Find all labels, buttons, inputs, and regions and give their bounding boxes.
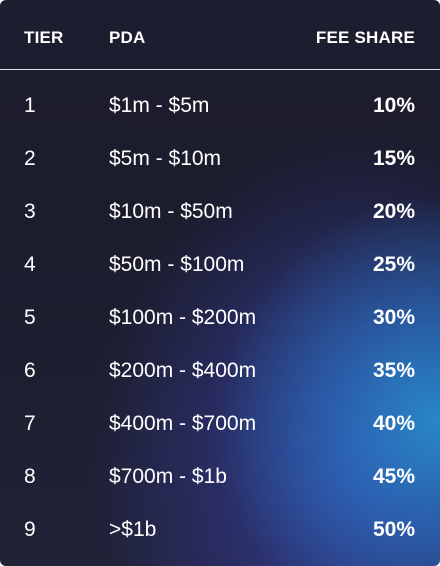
fee-share-cell: 25% [372, 253, 415, 276]
tier-cell: 3 [24, 200, 36, 223]
table-body: 1 $1m - $5m 10% 2 $5m - $10m 15% 3 $10m … [0, 79, 440, 556]
table-row: 2 $5m - $10m 15% [0, 132, 440, 185]
table-header: TIER PDA FEE SHARE [0, 0, 440, 70]
table-row: 7 $400m - $700m 40% [0, 397, 440, 450]
tier-cell: 6 [24, 359, 36, 382]
column-header-fee-share: FEE SHARE [315, 28, 415, 47]
tier-cell: 1 [24, 94, 36, 117]
pda-cell: $1m - $5m [109, 94, 210, 117]
pda-cell: $100m - $200m [109, 306, 257, 329]
fee-share-cell: 20% [372, 200, 415, 223]
tier-cell: 2 [24, 147, 36, 170]
pda-cell: $400m - $700m [109, 412, 257, 435]
tier-cell: 9 [24, 518, 36, 541]
table-row: 6 $200m - $400m 35% [0, 344, 440, 397]
table-row: 4 $50m - $100m 25% [0, 238, 440, 291]
fee-share-cell: 30% [372, 306, 415, 329]
table-row: 8 $700m - $1b 45% [0, 450, 440, 503]
fee-share-cell: 50% [372, 518, 415, 541]
pda-cell: $200m - $400m [109, 359, 257, 382]
column-header-tier: TIER [24, 28, 64, 47]
pda-cell: $5m - $10m [109, 147, 222, 170]
fee-share-cell: 40% [372, 412, 415, 435]
fee-share-cell: 45% [372, 465, 415, 488]
tier-cell: 5 [24, 306, 36, 329]
table-row: 3 $10m - $50m 20% [0, 185, 440, 238]
pda-cell: $700m - $1b [109, 465, 227, 488]
fee-share-cell: 10% [372, 94, 415, 117]
pda-cell: >$1b [109, 518, 157, 541]
pda-cell: $50m - $100m [109, 253, 245, 276]
pda-cell: $10m - $50m [109, 200, 233, 223]
tier-cell: 4 [24, 253, 36, 276]
table-row: 1 $1m - $5m 10% [0, 79, 440, 132]
tier-cell: 8 [24, 465, 36, 488]
fee-share-cell: 35% [372, 359, 415, 382]
column-header-pda: PDA [109, 28, 146, 47]
table-row: 9 >$1b 50% [0, 503, 440, 556]
fee-share-cell: 15% [372, 147, 415, 170]
tier-cell: 7 [24, 412, 36, 435]
table-row: 5 $100m - $200m 30% [0, 291, 440, 344]
